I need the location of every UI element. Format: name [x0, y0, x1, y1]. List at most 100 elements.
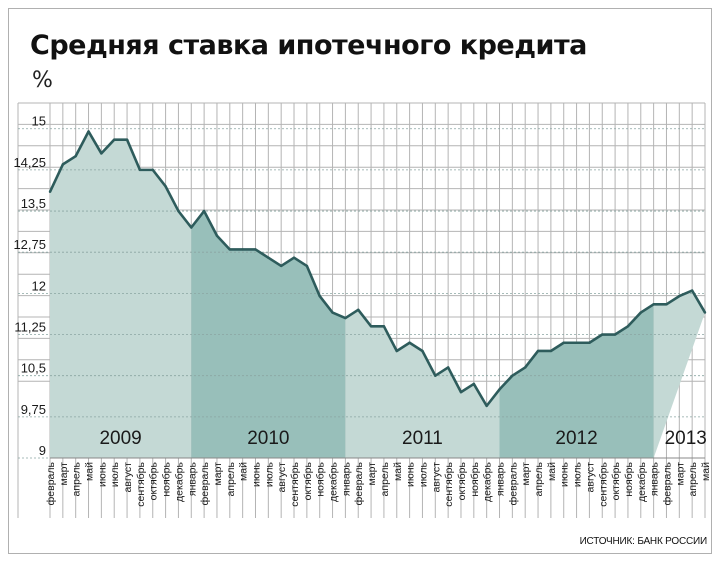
data-point	[588, 341, 591, 344]
data-point	[138, 168, 142, 172]
chart-title: Средняя ставка ипотечного кредита	[30, 30, 587, 61]
y-tick-label: 14,25	[13, 155, 46, 170]
x-tick-label: ноябрь	[161, 461, 173, 496]
x-tick-label: апрель	[225, 461, 237, 496]
data-point	[267, 256, 270, 259]
x-tick-label: апрель	[533, 461, 545, 496]
area-fill-2013	[653, 290, 705, 458]
data-point	[434, 374, 437, 377]
data-point	[421, 349, 424, 353]
x-tick-label: февраль	[353, 461, 365, 505]
data-point	[665, 303, 668, 306]
chart-frame	[8, 8, 712, 554]
data-point	[626, 325, 630, 328]
year-label: 2012	[555, 428, 597, 449]
y-tick-label: 15	[32, 114, 46, 129]
x-tick-label: февраль	[45, 461, 57, 505]
data-point	[305, 264, 309, 268]
data-point	[703, 311, 707, 314]
data-point	[511, 374, 514, 377]
x-tick-label: сентябрь	[135, 461, 147, 506]
x-tick-label: ноябрь	[623, 461, 635, 496]
data-point	[498, 388, 501, 391]
data-point	[395, 349, 398, 353]
x-tick-label: декабрь	[328, 461, 340, 501]
data-point	[690, 289, 694, 292]
data-point	[318, 294, 321, 298]
y-unit-label: %	[32, 68, 53, 93]
source-note: ИСТОЧНИК: БАНК РОССИИ	[579, 536, 708, 547]
x-tick-label: июнь	[405, 461, 417, 487]
x-tick-label: июль	[417, 461, 429, 487]
data-point	[331, 311, 334, 314]
data-point	[279, 264, 283, 268]
data-point	[215, 234, 219, 237]
x-tick-label: март	[212, 462, 224, 486]
year-label: 2013	[665, 428, 707, 449]
x-tick-label: февраль	[199, 461, 211, 505]
x-tick-label: март	[674, 462, 686, 486]
x-tick-label: январь	[340, 461, 352, 496]
x-tick-label: январь	[186, 461, 198, 496]
data-point	[87, 130, 90, 133]
data-point	[113, 138, 116, 141]
x-tick-label: февраль	[661, 461, 673, 505]
area-fill-2010	[191, 211, 346, 458]
x-tick-label: февраль	[507, 461, 519, 505]
data-point	[536, 349, 540, 353]
year-label: 2009	[99, 428, 141, 449]
data-point	[369, 325, 373, 328]
x-tick-label: октябрь	[302, 461, 314, 500]
year-label: 2011	[402, 428, 443, 449]
x-tick-label: декабрь	[636, 461, 648, 501]
x-tick-label: март	[366, 462, 378, 486]
x-tick-label: июль	[572, 461, 584, 487]
data-point	[472, 382, 476, 386]
data-point	[408, 341, 411, 344]
x-tick-label: август	[122, 462, 134, 493]
x-tick-label: июнь	[250, 461, 262, 487]
data-point	[177, 209, 180, 213]
data-point	[344, 316, 347, 320]
x-tick-label: сентябрь	[443, 461, 455, 506]
data-point	[639, 311, 642, 314]
data-point	[151, 168, 154, 172]
data-point	[48, 190, 52, 194]
y-tick-label: 13,5	[21, 196, 46, 211]
data-point	[100, 152, 103, 155]
x-tick-label: июль	[109, 461, 121, 487]
x-tick-label: ноябрь	[469, 461, 481, 496]
data-point	[202, 209, 206, 213]
x-tick-label: июнь	[96, 461, 108, 487]
data-point	[228, 248, 232, 251]
data-point	[613, 333, 617, 336]
y-tick-label: 12	[32, 278, 46, 293]
data-point	[485, 404, 488, 408]
data-point	[254, 248, 257, 251]
x-tick-label: май	[238, 462, 250, 481]
x-tick-label: август	[430, 462, 442, 493]
x-tick-label: июль	[263, 461, 275, 487]
series-line	[48, 130, 707, 408]
x-tick-label: август	[584, 462, 596, 493]
x-tick-label: март	[520, 462, 532, 486]
data-point	[446, 366, 450, 369]
x-tick-label: апрель	[71, 461, 83, 496]
x-tick-label: июнь	[559, 461, 571, 487]
data-point	[164, 185, 167, 188]
x-tick-label: декабрь	[173, 461, 185, 501]
data-point	[241, 248, 244, 251]
x-tick-label: апрель	[379, 461, 391, 496]
y-tick-label: 10,5	[21, 361, 46, 376]
data-point	[190, 226, 193, 229]
year-label: 2010	[247, 428, 289, 449]
data-point	[459, 390, 463, 394]
data-point	[125, 138, 129, 141]
x-tick-label: май	[700, 462, 712, 481]
area-fill-2012	[499, 304, 654, 458]
y-tick-label: 12,75	[13, 237, 46, 252]
area-fill-2011	[345, 309, 500, 458]
y-tick-label: 9	[39, 443, 46, 458]
data-point	[601, 333, 604, 336]
